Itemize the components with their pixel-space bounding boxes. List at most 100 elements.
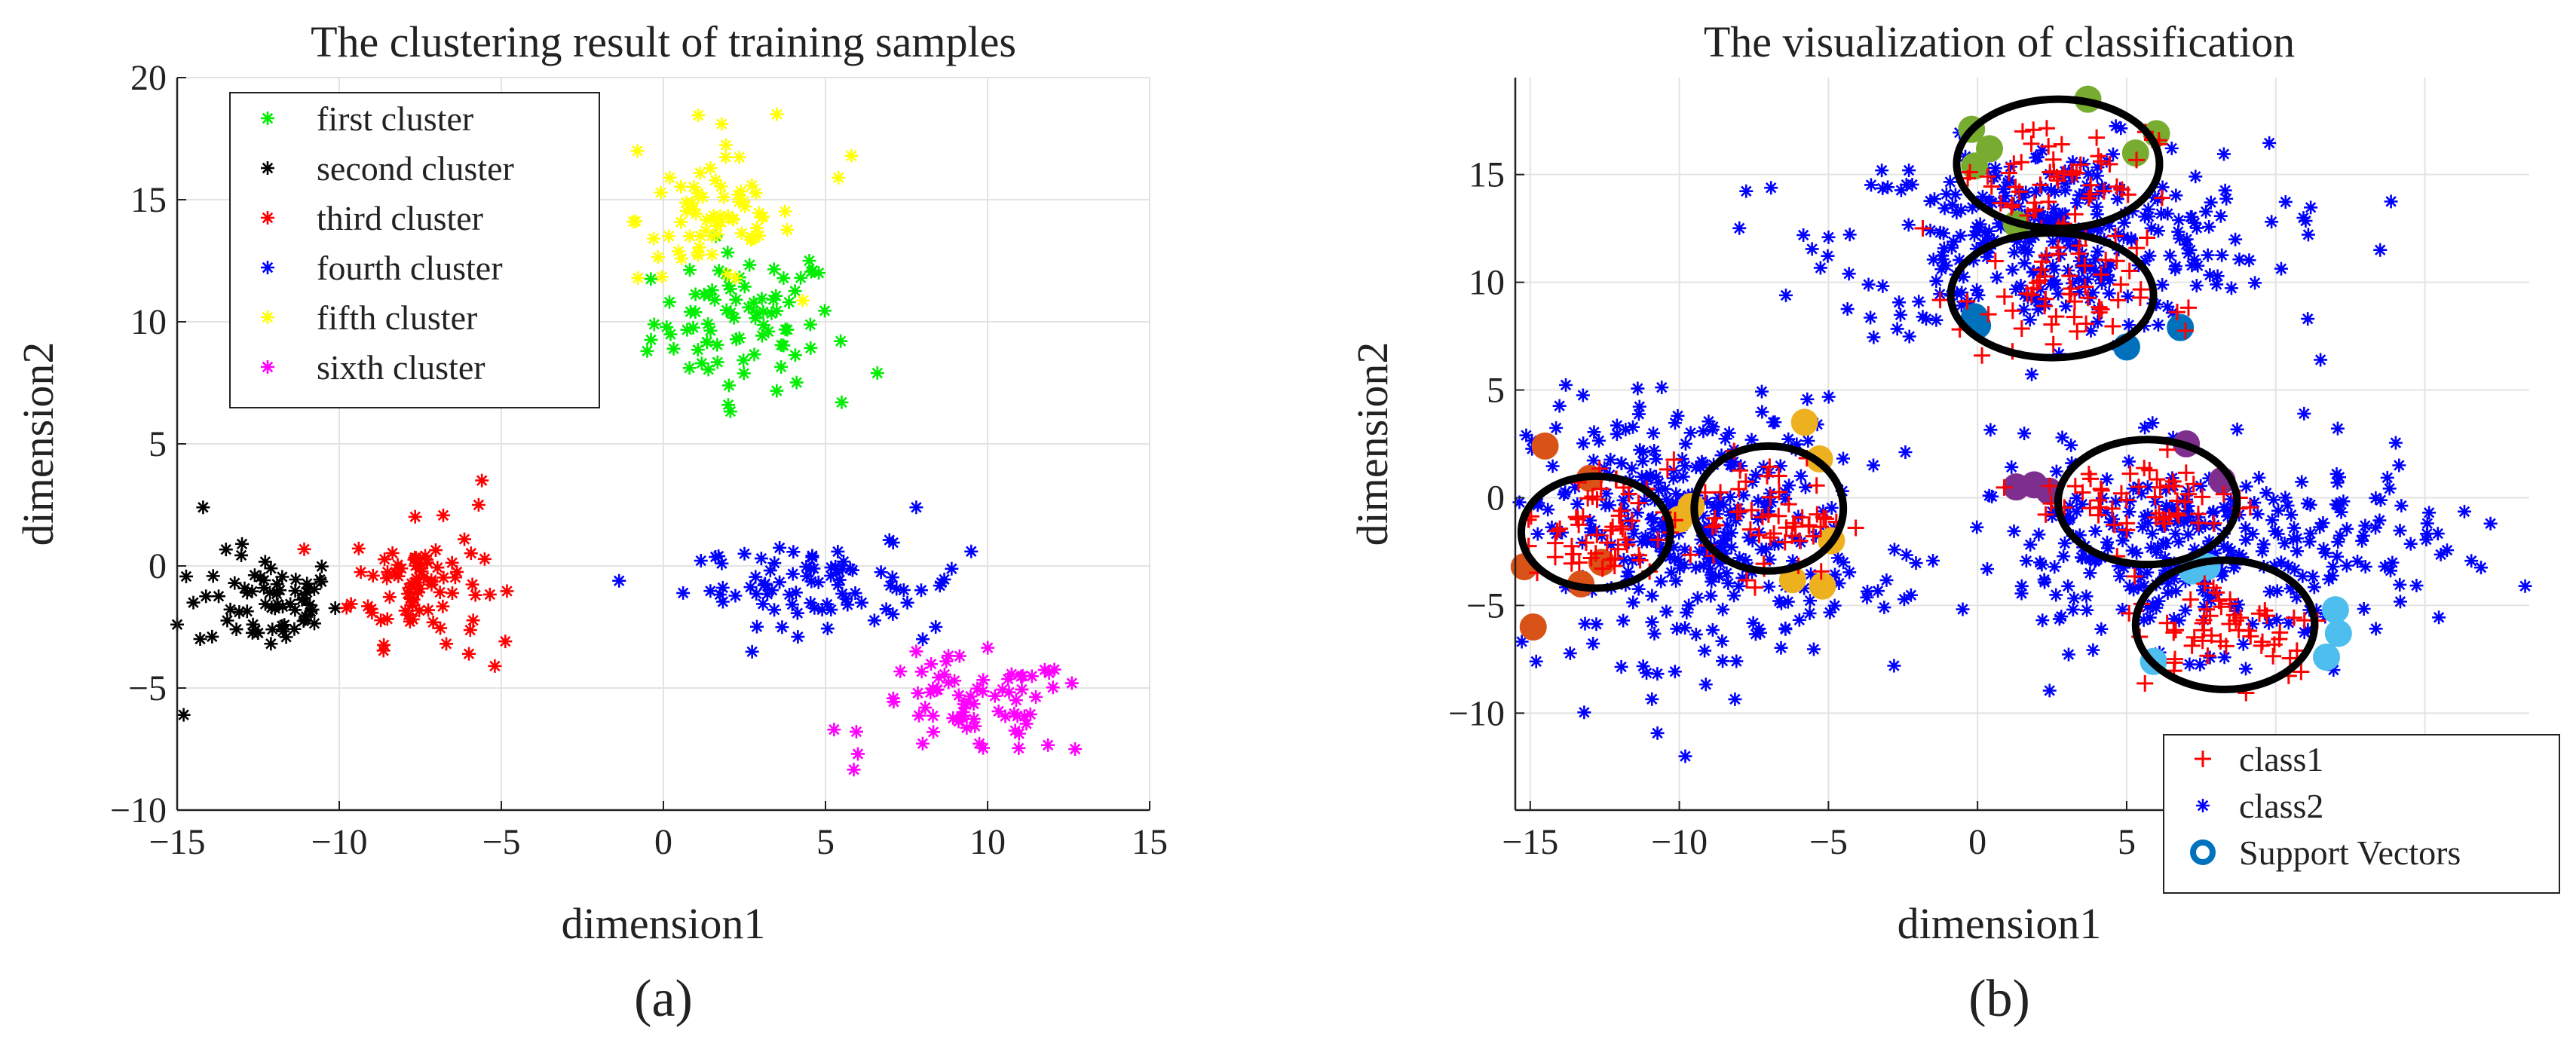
panel-a-point (805, 550, 819, 564)
panel-b-class1-point (2194, 632, 2211, 650)
panel-a-point (707, 292, 721, 307)
panel-a-legend-label: fifth cluster (317, 298, 477, 337)
panel-b-class2-point (2023, 537, 2038, 552)
panel-b-class2-point (2210, 277, 2224, 292)
panel-b-class1-point (1547, 534, 1564, 552)
panel-b-class1-point (2118, 515, 2136, 532)
panel-b-class2-point (2189, 278, 2204, 292)
panel-a-point (426, 615, 440, 629)
panel-b-class2-point (1591, 433, 1606, 448)
panel-a-point (867, 613, 881, 628)
panel-b-class2-point (1892, 295, 1907, 310)
panel-b-class2-point (1887, 543, 1901, 557)
panel-b-class2-point (1728, 692, 1742, 706)
panel-a-point (706, 209, 721, 223)
panel-a-point (694, 554, 708, 568)
panel-a-point (314, 559, 329, 573)
panel-b-class2-point (1645, 589, 1659, 603)
panel-a-point (824, 603, 838, 617)
panel-a-point (734, 226, 749, 240)
panel-b-class2-point (1729, 513, 1743, 528)
panel-a-xtick-label: −5 (482, 822, 520, 862)
panel-a-point (844, 148, 859, 163)
panel-a-point (662, 229, 676, 243)
panel-a-point (728, 589, 743, 603)
panel-a-point (1012, 741, 1026, 755)
panel-b-class2-point (2167, 572, 2181, 586)
panel-a-point (746, 295, 761, 310)
panel-b-class1-point (1594, 560, 1611, 577)
panel-b-class1-point (1546, 549, 1564, 566)
panel-a-point (715, 117, 729, 131)
panel-b-class1-point (2158, 614, 2176, 632)
panel-a-point (976, 684, 990, 699)
panel-b-class2-point (2044, 182, 2058, 197)
panel-b-ellipses (1517, 95, 2319, 693)
panel-b-class1-point (1812, 563, 1830, 580)
panel-b-ytick-label: 15 (1469, 155, 1505, 195)
panel-b-class1-point (2132, 281, 2149, 298)
panel-b-class2-point (2125, 543, 2140, 558)
panel-b-class1-point (1754, 509, 1771, 526)
panel-b-class2-point (2373, 243, 2388, 257)
panel-b-class2-point (2369, 622, 2383, 636)
panel-b-class2-point (1696, 424, 1711, 439)
panel-a-point (738, 200, 752, 214)
panel-b-class1-point (1706, 509, 1723, 527)
panel-b-class2-point (1901, 218, 1916, 232)
panel-b-class2-point (2219, 191, 2234, 206)
panel-b-class2-point (2201, 248, 2215, 262)
panel-a-legend-marker (261, 310, 274, 324)
panel-b-class2-point (1652, 476, 1666, 490)
panel-b-class2-point (1864, 178, 1878, 192)
panel-b-class2-point (2357, 602, 2371, 616)
panel-a-point (788, 284, 802, 298)
panel-b-class2-point (2075, 497, 2089, 512)
panel-b-class2-point (1881, 180, 1895, 194)
panel-a-legend-label: fourth cluster (317, 249, 503, 287)
panel-b-class2-point (2117, 216, 2131, 230)
panel-b-class2-point (1680, 605, 1694, 619)
panel-b-class2-point (2208, 546, 2222, 561)
panel-b-class2-point (1842, 565, 1857, 580)
panel-b-class1-point (2000, 164, 2017, 182)
panel-a-point (847, 763, 861, 777)
panel-a-point (770, 384, 784, 398)
panel-b-class2-point (2149, 601, 2164, 615)
panel-b-class2-point (2088, 264, 2103, 278)
panel-b-class2-point (1616, 552, 1631, 567)
panel-b-support-vector (2324, 619, 2352, 647)
panel-a-point (271, 597, 285, 611)
panel-b-class2-point (1650, 726, 1665, 740)
panel-b-class1-point (2101, 155, 2118, 173)
panel-b-class2-point (2190, 221, 2204, 235)
panel-a-point (951, 714, 966, 729)
panel-b-class2-point (1823, 605, 1837, 619)
panel-b-class2-point (2302, 534, 2317, 549)
panel-a-point (909, 644, 924, 659)
panel-b-class2-point (2207, 504, 2221, 518)
panel-a-point (723, 282, 737, 296)
panel-a-point (780, 222, 795, 237)
panel-a-point (199, 589, 213, 604)
panel-b-class1-point (1577, 534, 1594, 552)
panel-b-class2-point (2048, 209, 2063, 223)
panel-b-class2-point (1984, 195, 1999, 209)
panel-b-class2-point (2193, 657, 2207, 671)
panel-a-point (960, 720, 974, 735)
panel-a-point (436, 599, 450, 613)
panel-a-point (228, 576, 242, 590)
panel-b-class1-point (1805, 528, 1822, 545)
panel-b-class1-point (2107, 228, 2124, 245)
panel-b-class1-point (2265, 647, 2282, 665)
panel-b-class1-point (1613, 502, 1630, 519)
panel-a-point (1010, 709, 1025, 723)
panel-b-support-vector (2167, 313, 2195, 341)
panel-a-point (815, 603, 829, 617)
panel-b-class2-point (2168, 259, 2182, 274)
panel-a-point (403, 614, 417, 628)
panel-b-class2-point (2265, 513, 2279, 528)
panel-b-xtick-label: 5 (2118, 822, 2136, 862)
panel-b-class2-point (1947, 234, 1961, 249)
panel-b-class2-point (2115, 602, 2130, 616)
